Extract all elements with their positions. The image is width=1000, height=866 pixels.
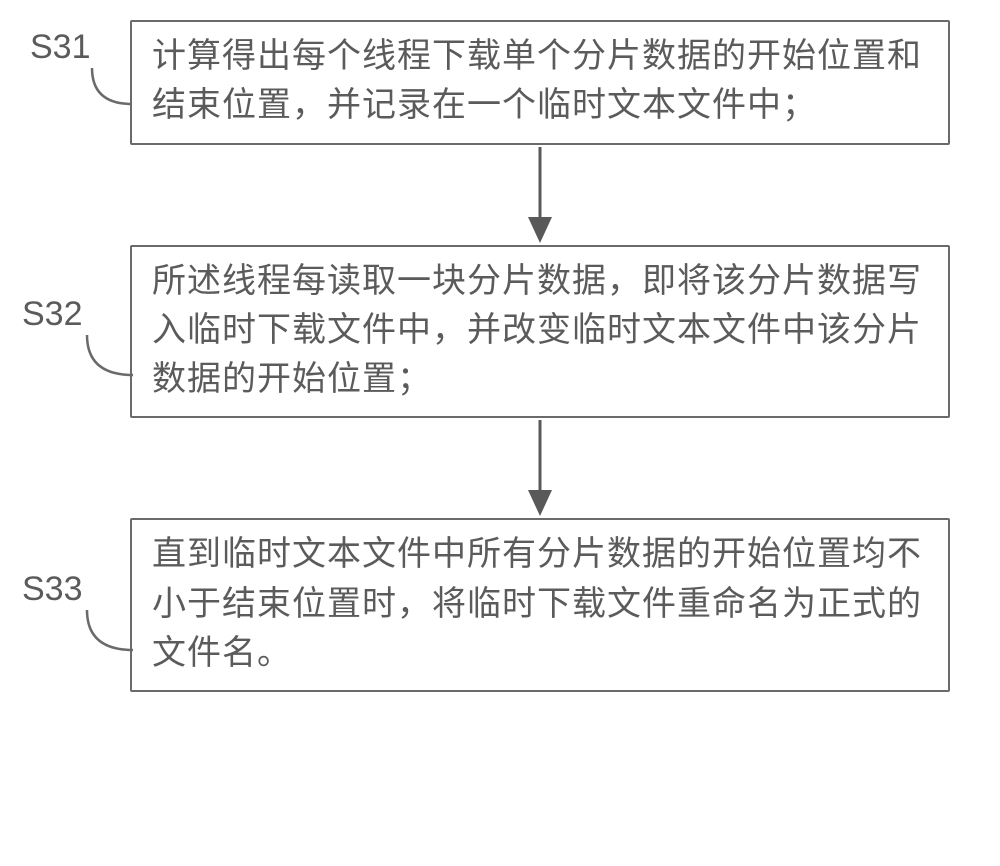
step-label-s33: S33 — [22, 570, 83, 609]
arrow-gap-1 — [30, 145, 970, 245]
step-box-1: 计算得出每个线程下载单个分片数据的开始位置和结束位置，并记录在一个临时文本文件中… — [130, 20, 950, 145]
step-text-2: 所述线程每读取一块分片数据，即将该分片数据写入临时下载文件中，并改变临时文本文件… — [152, 257, 928, 405]
step-box-3: 直到临时文本文件中所有分片数据的开始位置均不小于结束位置时，将临时下载文件重命名… — [130, 518, 950, 692]
step-box-2: 所述线程每读取一块分片数据，即将该分片数据写入临时下载文件中，并改变临时文本文件… — [130, 245, 950, 419]
arrow-2 — [520, 418, 560, 518]
arrow-1 — [520, 145, 560, 245]
step-label-s31: S31 — [30, 28, 91, 67]
step-text-3: 直到临时文本文件中所有分片数据的开始位置均不小于结束位置时，将临时下载文件重命名… — [152, 530, 928, 678]
flow-step-1: S31 计算得出每个线程下载单个分片数据的开始位置和结束位置，并记录在一个临时文… — [30, 20, 970, 145]
flow-step-2: S32 所述线程每读取一块分片数据，即将该分片数据写入临时下载文件中，并改变临时… — [30, 245, 970, 419]
arrow-gap-2 — [30, 418, 970, 518]
step-label-s32: S32 — [22, 295, 83, 334]
step-text-1: 计算得出每个线程下载单个分片数据的开始位置和结束位置，并记录在一个临时文本文件中… — [152, 32, 928, 131]
flow-step-3: S33 直到临时文本文件中所有分片数据的开始位置均不小于结束位置时，将临时下载文… — [30, 518, 970, 692]
flowchart-container: S31 计算得出每个线程下载单个分片数据的开始位置和结束位置，并记录在一个临时文… — [30, 20, 970, 692]
